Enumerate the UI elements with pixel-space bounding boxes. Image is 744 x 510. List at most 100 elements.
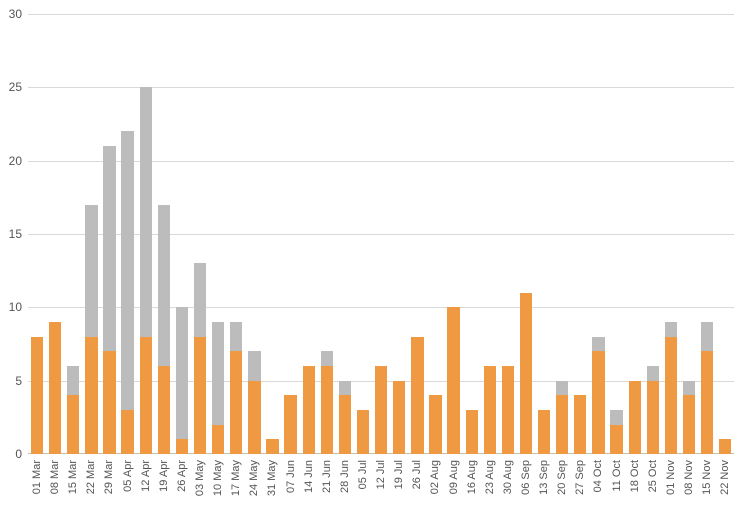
bar-segment-b: [212, 322, 224, 425]
bar-segment-a: [556, 395, 568, 454]
x-label-slot: 12 Apr: [137, 454, 155, 455]
bar-slot: [626, 14, 644, 454]
bar-slot: [680, 14, 698, 454]
x-labels: 01 Mar08 Mar15 Mar22 Mar29 Mar05 Apr12 A…: [28, 454, 734, 455]
bar-segment-a: [520, 293, 532, 454]
x-label-slot: 02 Aug: [426, 454, 444, 455]
x-label-slot: 15 Nov: [698, 454, 716, 455]
bar-segment-a: [719, 439, 731, 454]
bar-segment-a: [447, 307, 459, 454]
x-tick-label: 25 Oct: [647, 460, 659, 492]
bar-segment-b: [701, 322, 713, 351]
bar-slot: [553, 14, 571, 454]
bar-slot: [64, 14, 82, 454]
x-tick-label: 26 Jul: [411, 460, 423, 489]
bar-slot: [100, 14, 118, 454]
bar-segment-a: [85, 337, 97, 454]
x-label-slot: 31 May: [263, 454, 281, 455]
bar-segment-b: [103, 146, 115, 351]
x-tick-label: 08 Nov: [683, 460, 695, 495]
bar-segment-a: [176, 439, 188, 454]
bar-segment-a: [121, 410, 133, 454]
y-tick-label: 30: [9, 7, 28, 21]
bar-slot: [155, 14, 173, 454]
bar-segment-a: [49, 322, 61, 454]
x-label-slot: 19 Jul: [390, 454, 408, 455]
x-label-slot: 30 Aug: [499, 454, 517, 455]
bar-segment-a: [103, 351, 115, 454]
x-tick-label: 20 Sep: [556, 460, 568, 495]
x-label-slot: 08 Mar: [46, 454, 64, 455]
bar-segment-a: [339, 395, 351, 454]
bar-segment-a: [248, 381, 260, 454]
bar-segment-b: [140, 87, 152, 336]
bar-slot: [173, 14, 191, 454]
bar-segment-a: [230, 351, 242, 454]
x-label-slot: 07 Jun: [282, 454, 300, 455]
x-tick-label: 15 Nov: [701, 460, 713, 495]
bar-slot: [716, 14, 734, 454]
bar-segment-a: [683, 395, 695, 454]
bar-segment-b: [158, 205, 170, 366]
x-label-slot: 09 Aug: [445, 454, 463, 455]
bar-slot: [119, 14, 137, 454]
bar-slot: [245, 14, 263, 454]
x-tick-label: 24 May: [248, 460, 260, 496]
bar-slot: [300, 14, 318, 454]
x-tick-label: 16 Aug: [466, 460, 478, 494]
x-tick-label: 26 Apr: [176, 460, 188, 492]
x-tick-label: 13 Sep: [538, 460, 550, 495]
bar-segment-b: [647, 366, 659, 381]
y-tick-label: 15: [9, 227, 28, 241]
x-tick-label: 23 Aug: [484, 460, 496, 494]
bar-slot: [336, 14, 354, 454]
bar-segment-b: [683, 381, 695, 396]
bar-slot: [263, 14, 281, 454]
x-label-slot: 06 Sep: [517, 454, 535, 455]
bar-segment-a: [194, 337, 206, 454]
bar-segment-b: [610, 410, 622, 425]
x-tick-label: 09 Aug: [448, 460, 460, 494]
x-label-slot: 13 Sep: [535, 454, 553, 455]
x-tick-label: 01 Mar: [31, 460, 43, 494]
bar-segment-b: [194, 263, 206, 336]
x-tick-label: 14 Jun: [303, 460, 315, 493]
x-tick-label: 01 Nov: [665, 460, 677, 495]
x-label-slot: 10 May: [209, 454, 227, 455]
x-label-slot: 05 Jul: [354, 454, 372, 455]
bar-segment-a: [484, 366, 496, 454]
bar-slot: [318, 14, 336, 454]
x-tick-label: 04 Oct: [592, 460, 604, 492]
bar-segment-b: [248, 351, 260, 380]
x-label-slot: 01 Nov: [662, 454, 680, 455]
bar-segment-b: [176, 307, 188, 439]
x-label-slot: 23 Aug: [481, 454, 499, 455]
bar-slot: [354, 14, 372, 454]
bar-segment-a: [357, 410, 369, 454]
x-tick-label: 02 Aug: [429, 460, 441, 494]
y-tick-label: 0: [15, 447, 28, 461]
bar-segment-a: [266, 439, 278, 454]
x-tick-label: 19 Jul: [393, 460, 405, 489]
x-tick-label: 31 May: [266, 460, 278, 496]
x-label-slot: 27 Sep: [571, 454, 589, 455]
bar-segment-a: [140, 337, 152, 454]
bar-slot: [46, 14, 64, 454]
x-tick-label: 29 Mar: [103, 460, 115, 494]
bar-segment-b: [592, 337, 604, 352]
bar-segment-a: [574, 395, 586, 454]
x-label-slot: 22 Mar: [82, 454, 100, 455]
bar-slot: [662, 14, 680, 454]
bar-segment-a: [701, 351, 713, 454]
bar-slot: [82, 14, 100, 454]
bar-slot: [191, 14, 209, 454]
bar-segment-a: [375, 366, 387, 454]
x-tick-label: 15 Mar: [67, 460, 79, 494]
x-label-slot: 20 Sep: [553, 454, 571, 455]
x-label-slot: 19 Apr: [155, 454, 173, 455]
x-label-slot: 25 Oct: [644, 454, 662, 455]
x-label-slot: 01 Mar: [28, 454, 46, 455]
bar-slot: [390, 14, 408, 454]
x-label-slot: 24 May: [245, 454, 263, 455]
x-label-slot: 05 Apr: [119, 454, 137, 455]
